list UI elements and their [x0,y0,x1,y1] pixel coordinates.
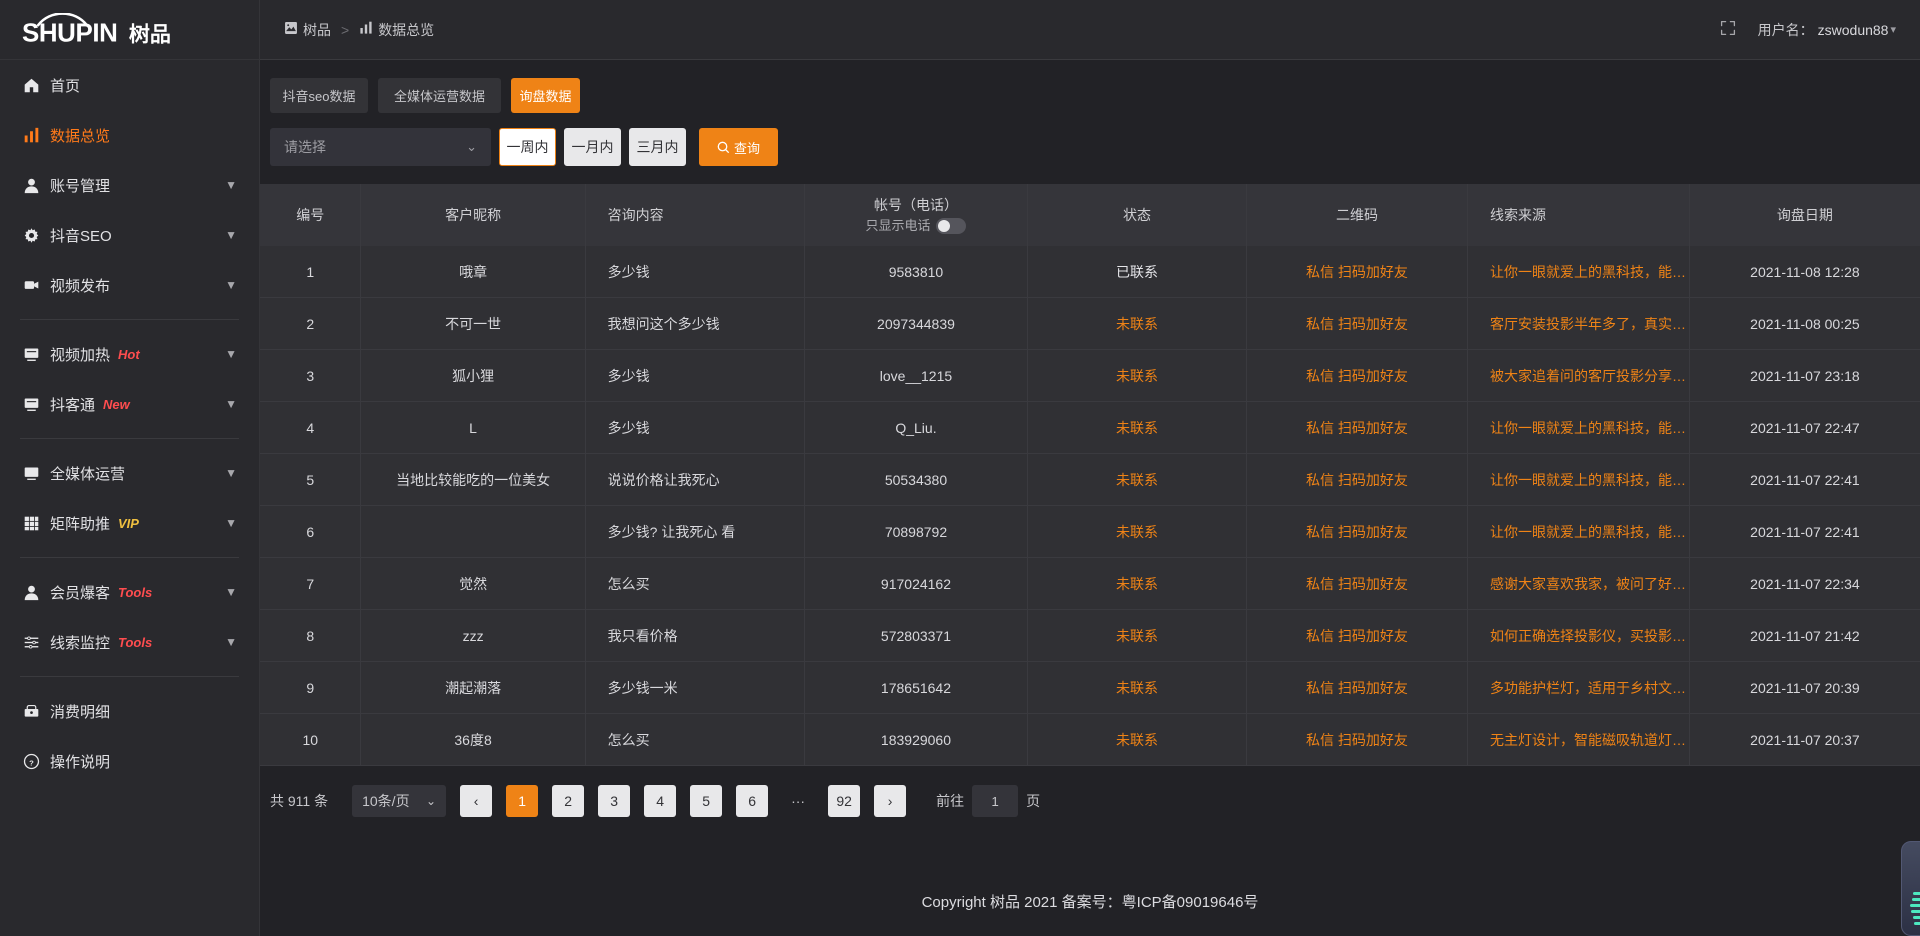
svg-text:树品: 树品 [129,21,171,46]
svg-text:?: ? [29,758,34,767]
svg-text:SHUPIN: SHUPIN [22,19,117,47]
